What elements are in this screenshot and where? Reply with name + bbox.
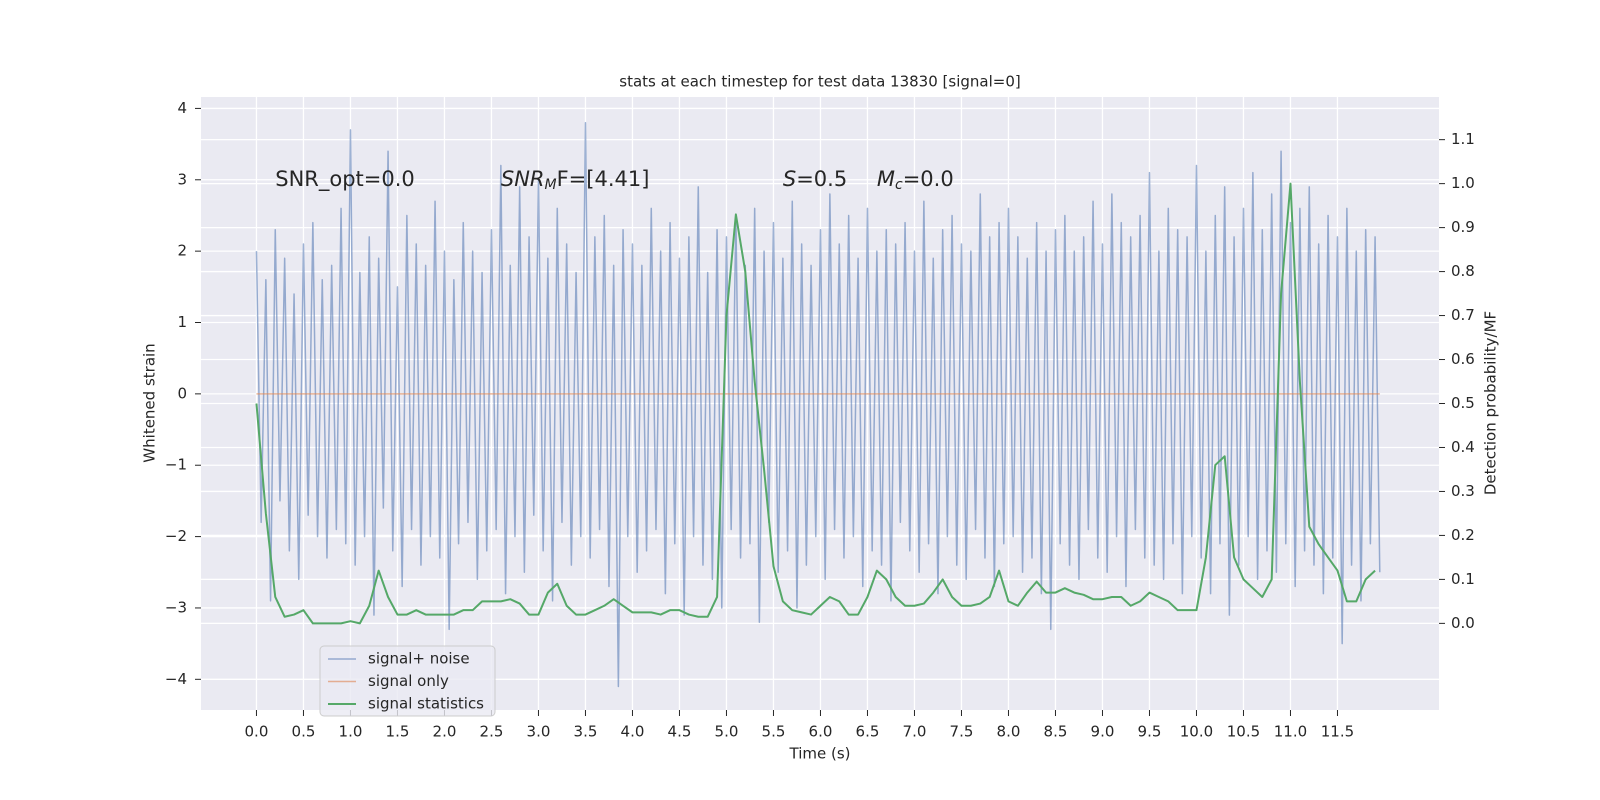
- y-axis-label: Whitened strain: [141, 343, 159, 462]
- annotation-symbol: S: [783, 167, 796, 191]
- y2-tick-label: 0.9: [1451, 218, 1475, 236]
- y2-tick-label: 0.8: [1451, 262, 1475, 280]
- legend: signal+ noise signal only signal statistic…: [319, 645, 496, 717]
- x-tick-label: 8.5: [1044, 723, 1068, 741]
- x-tick-label: 0.5: [292, 723, 316, 741]
- annotation-symbol: SNR: [501, 167, 545, 191]
- series-line: [255, 182, 1376, 625]
- legend-label: signal only: [368, 672, 449, 690]
- x-tick-label: 11.0: [1274, 723, 1307, 741]
- annotation-text: =0.0: [903, 167, 954, 191]
- legend-box: [319, 645, 496, 717]
- x-tick-label: 2.0: [433, 723, 457, 741]
- y-tick-label: 1: [177, 313, 187, 331]
- x-tick-label: 1.5: [386, 723, 410, 741]
- y-tick-label: −3: [165, 598, 187, 616]
- x-tick-label: 10.5: [1227, 723, 1260, 741]
- x-tick-label: 9.5: [1138, 723, 1162, 741]
- x-tick-label: 11.5: [1321, 723, 1354, 741]
- annotation-subscript: c: [895, 177, 903, 193]
- y-tick-label: 4: [177, 99, 187, 117]
- x-tick-label: 9.0: [1091, 723, 1115, 741]
- annotation-text: SNR_opt=0.0: [275, 167, 415, 192]
- y-tick-label: −2: [165, 527, 187, 545]
- y-tick-label: 3: [177, 170, 187, 188]
- x-tick-label: 5.0: [715, 723, 739, 741]
- y2-tick-label: 0.0: [1451, 614, 1475, 632]
- x-tick-label: 8.0: [997, 723, 1021, 741]
- x-tick-label: 2.5: [480, 723, 504, 741]
- y2-axis-label: Detection probability/MF: [1482, 311, 1500, 495]
- annotation-text: F=[4.41]: [557, 167, 650, 191]
- annotation: SNR_opt=0.0: [275, 167, 415, 192]
- annotation: S=0.5: [783, 167, 847, 191]
- x-tick-label: 6.0: [809, 723, 833, 741]
- annotation-subscript: M: [545, 177, 557, 193]
- y-tick-label: −1: [165, 456, 187, 474]
- y-tick-label: −4: [165, 670, 187, 688]
- annotation-symbol: M: [877, 167, 895, 191]
- x-tick-label: 5.5: [762, 723, 786, 741]
- x-tick-label: 4.5: [668, 723, 692, 741]
- y-tick-label: 2: [177, 242, 187, 260]
- y2-tick-label: 0.1: [1451, 570, 1475, 588]
- chart-title: stats at each timestep for test data 138…: [619, 73, 1020, 91]
- y2-tick-label: 1.1: [1451, 130, 1475, 148]
- x-tick-label: 3.5: [574, 723, 598, 741]
- y-tick-label: 0: [177, 384, 187, 402]
- y2-tick-label: 0.7: [1451, 306, 1475, 324]
- y2-tick-label: 0.3: [1451, 482, 1475, 500]
- x-tick-label: 1.0: [339, 723, 363, 741]
- x-tick-label: 7.0: [903, 723, 927, 741]
- y2-tick-label: 0.6: [1451, 350, 1475, 368]
- x-tick-label: 4.0: [621, 723, 645, 741]
- x-tick-label: 10.0: [1180, 723, 1213, 741]
- x-tick-label: 6.5: [856, 723, 880, 741]
- y2-tick-label: 0.4: [1451, 438, 1475, 456]
- y2-tick-label: 0.5: [1451, 394, 1475, 412]
- annotation: SNRMF=[4.41]: [501, 167, 650, 193]
- x-tick-label: 3.0: [527, 723, 551, 741]
- x-tick-label: 7.5: [950, 723, 974, 741]
- legend-label: signal+ noise: [368, 650, 470, 668]
- series-line: [255, 121, 1381, 688]
- annotation: Mc=0.0: [877, 167, 954, 193]
- x-axis-label: Time (s): [789, 745, 851, 763]
- legend-label: signal statistics: [368, 695, 484, 713]
- annotation-text: =0.5: [796, 167, 847, 191]
- y2-tick-label: 0.2: [1451, 526, 1475, 544]
- x-tick-label: 0.0: [245, 723, 269, 741]
- y2-tick-label: 1.0: [1451, 174, 1475, 192]
